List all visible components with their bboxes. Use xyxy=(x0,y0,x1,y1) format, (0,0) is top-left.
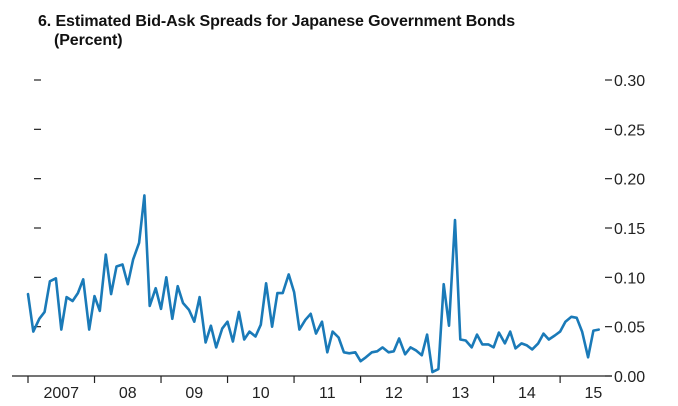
y-tick-label: 0.00 xyxy=(614,369,645,386)
chart-title-text: 6. Estimated Bid-Ask Spreads for Japanes… xyxy=(38,13,516,30)
series-line xyxy=(26,194,600,374)
chart-subtitle: (Percent) xyxy=(54,32,123,49)
y-tick-label: 0.20 xyxy=(614,172,645,189)
x-tick-label: 12 xyxy=(385,385,403,402)
x-tick-label: 13 xyxy=(451,385,469,402)
x-tick-label: 15 xyxy=(584,385,602,402)
x-tick-label: 10 xyxy=(252,385,270,402)
y-right-ticks xyxy=(605,79,612,377)
x-ticks xyxy=(27,376,561,383)
y-tick-label: 0.05 xyxy=(614,320,645,337)
y-tick-label: 0.30 xyxy=(614,73,645,90)
y-left-ticks xyxy=(34,79,41,328)
y-tick-label: 0.15 xyxy=(614,221,645,238)
x-tick-label: 11 xyxy=(319,385,336,402)
y-tick-labels: 0.00 0.05 0.10 0.15 0.20 0.25 0.30 xyxy=(614,73,645,386)
chart-title: 6. Estimated Bid-Ask Spreads for Japanes… xyxy=(38,12,515,50)
x-tick-label: 09 xyxy=(185,385,203,402)
x-tick-labels: 2007 08 09 10 11 12 13 14 15 xyxy=(43,385,602,402)
y-tick-label: 0.10 xyxy=(614,270,645,287)
x-tick-label: 08 xyxy=(119,385,137,402)
x-tick-label: 2007 xyxy=(43,385,79,402)
y-tick-label: 0.25 xyxy=(614,122,645,139)
x-tick-label: 14 xyxy=(518,385,536,402)
